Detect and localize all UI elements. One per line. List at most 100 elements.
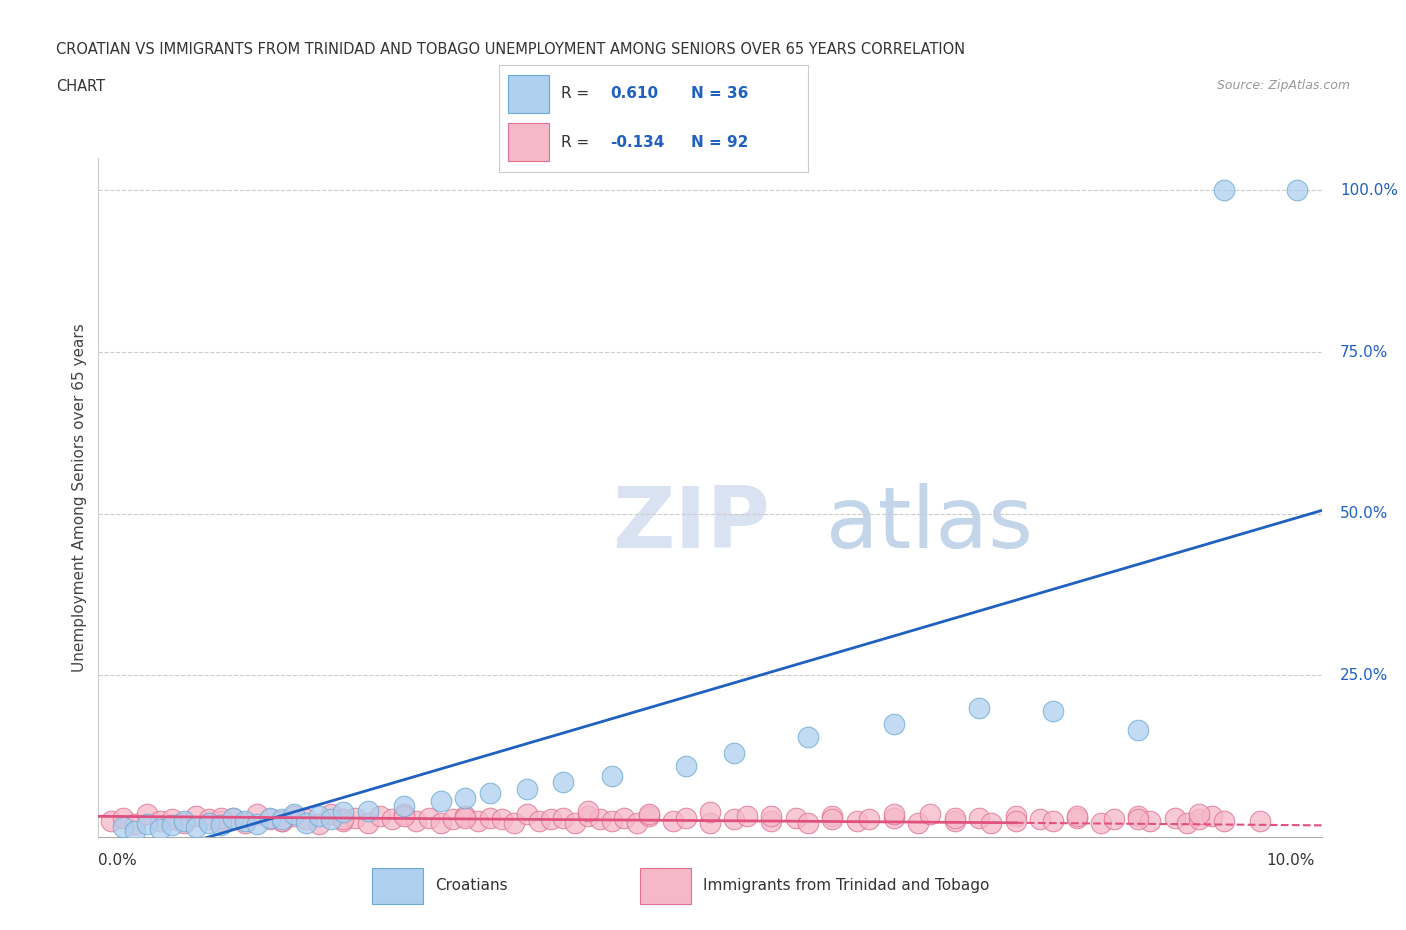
Text: 0.0%: 0.0% (98, 853, 138, 868)
Point (430, 816, 453, 830)
Point (295, 816, 318, 830)
Point (392, 807, 416, 822)
Point (209, 817, 232, 832)
Text: R =: R = (561, 86, 595, 101)
Text: N = 36: N = 36 (690, 86, 748, 101)
Point (368, 809, 391, 824)
Point (308, 817, 330, 831)
Text: Source: ZipAtlas.com: Source: ZipAtlas.com (1216, 79, 1350, 92)
Point (759, 814, 782, 829)
Point (1042, 703, 1064, 718)
Point (613, 810, 636, 825)
Point (1128, 723, 1150, 737)
Point (186, 820, 208, 835)
Bar (373, 868, 423, 904)
Text: 10.0%: 10.0% (1267, 853, 1315, 868)
Point (600, 814, 623, 829)
Text: 25.0%: 25.0% (1340, 668, 1388, 683)
Text: R =: R = (561, 135, 595, 150)
Point (319, 812, 342, 827)
Point (821, 809, 844, 824)
Text: ZIP: ZIP (612, 484, 770, 566)
Point (1029, 812, 1052, 827)
Point (845, 814, 868, 829)
Bar (509, 123, 548, 162)
Point (967, 700, 990, 715)
Point (111, 810, 134, 825)
Point (332, 812, 354, 827)
Point (797, 729, 820, 744)
Y-axis label: Unemployment Among Seniors over 65 years: Unemployment Among Seniors over 65 years (72, 324, 87, 671)
Point (1164, 810, 1187, 825)
Point (1188, 812, 1211, 827)
Point (392, 799, 416, 814)
Point (441, 812, 464, 827)
Point (785, 810, 807, 825)
Point (759, 809, 782, 824)
Point (233, 816, 256, 830)
Point (149, 814, 172, 829)
Point (381, 812, 404, 827)
Point (186, 809, 208, 824)
Point (1004, 814, 1026, 829)
Text: 100.0%: 100.0% (1340, 183, 1398, 198)
Point (1102, 812, 1125, 827)
Point (149, 822, 172, 837)
Point (600, 768, 623, 783)
Point (1066, 809, 1088, 824)
Text: atlas: atlas (827, 484, 1035, 566)
Point (637, 807, 661, 822)
Point (553, 810, 575, 825)
Point (405, 814, 427, 829)
Point (675, 759, 697, 774)
Text: 50.0%: 50.0% (1340, 506, 1388, 521)
Point (246, 807, 269, 822)
Text: Immigrants from Trinidad and Tobago: Immigrants from Trinidad and Tobago (703, 878, 990, 894)
Point (478, 810, 501, 825)
Point (883, 807, 905, 822)
Point (527, 814, 550, 829)
Point (1139, 814, 1161, 829)
Point (723, 812, 745, 827)
Point (1066, 810, 1088, 825)
Point (564, 816, 586, 830)
Point (1090, 816, 1112, 830)
Point (160, 812, 183, 827)
Point (283, 809, 305, 824)
Point (589, 812, 612, 827)
Point (920, 807, 942, 822)
Point (797, 816, 820, 830)
Point (1004, 809, 1026, 824)
Point (723, 746, 745, 761)
Bar (640, 868, 692, 904)
Point (699, 816, 721, 830)
Point (173, 814, 195, 829)
Point (222, 810, 245, 825)
Point (1188, 807, 1211, 822)
Point (491, 812, 513, 827)
Point (454, 810, 477, 825)
Point (173, 816, 195, 830)
Point (319, 807, 342, 822)
Point (197, 816, 219, 830)
Point (270, 812, 292, 827)
Point (516, 807, 538, 822)
Point (1128, 809, 1150, 824)
Point (1249, 814, 1271, 829)
Point (222, 810, 245, 825)
Point (197, 812, 219, 827)
Point (356, 816, 378, 830)
Point (259, 812, 281, 827)
Point (100, 814, 122, 829)
Point (270, 814, 292, 829)
Point (553, 775, 575, 790)
Point (124, 823, 146, 838)
Point (454, 809, 477, 824)
Text: -0.134: -0.134 (610, 135, 665, 150)
Point (136, 807, 159, 822)
Point (1201, 809, 1223, 824)
Point (430, 794, 453, 809)
Text: 75.0%: 75.0% (1340, 345, 1388, 360)
Point (160, 817, 183, 832)
Point (943, 814, 966, 829)
